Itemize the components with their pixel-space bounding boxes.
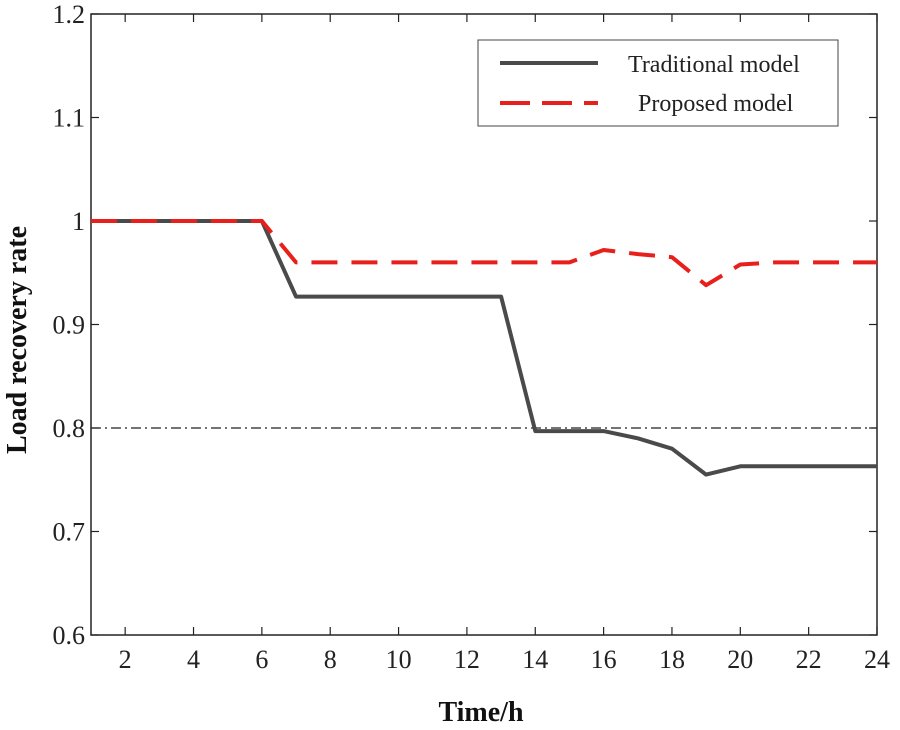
x-axis-ticks: 2 4 6 8 10 12 14 16 18 20 22 24	[119, 14, 890, 674]
x-tick-label: 2	[119, 645, 132, 674]
y-tick-label: 0.8	[53, 414, 86, 443]
x-tick-label: 14	[522, 645, 548, 674]
x-tick-label: 12	[454, 645, 480, 674]
y-tick-label: 0.6	[53, 621, 86, 650]
x-tick-label: 22	[796, 645, 822, 674]
series-line-proposed-model	[91, 219, 877, 288]
x-axis-title: Time/h	[438, 697, 523, 728]
x-tick-label: 4	[187, 645, 200, 674]
legend-box	[477, 39, 839, 127]
x-tick-label: 20	[727, 645, 753, 674]
legend-label-traditional-model: Traditional model	[628, 52, 800, 78]
y-tick-label: 0.9	[53, 311, 86, 340]
y-tick-label: 0.7	[53, 518, 86, 547]
x-tick-label: 24	[864, 645, 890, 674]
series-lines	[91, 219, 877, 477]
y-axis-title: Load recovery rate	[2, 226, 33, 454]
x-tick-label: 18	[659, 645, 685, 674]
x-tick-label: 6	[255, 645, 268, 674]
legend-label-proposed-model: Proposed model	[638, 91, 794, 117]
y-axis-ticks: 0.6 0.7 0.8 0.9 1 1.1 1.2	[53, 0, 877, 650]
y-tick-label: 1	[72, 207, 85, 236]
y-tick-label: 1.2	[53, 0, 86, 29]
legend: Traditional model Proposed model	[477, 39, 839, 127]
x-tick-label: 10	[386, 645, 412, 674]
y-tick-label: 1.1	[53, 104, 86, 133]
x-tick-label: 8	[324, 645, 337, 674]
x-tick-label: 16	[591, 645, 617, 674]
